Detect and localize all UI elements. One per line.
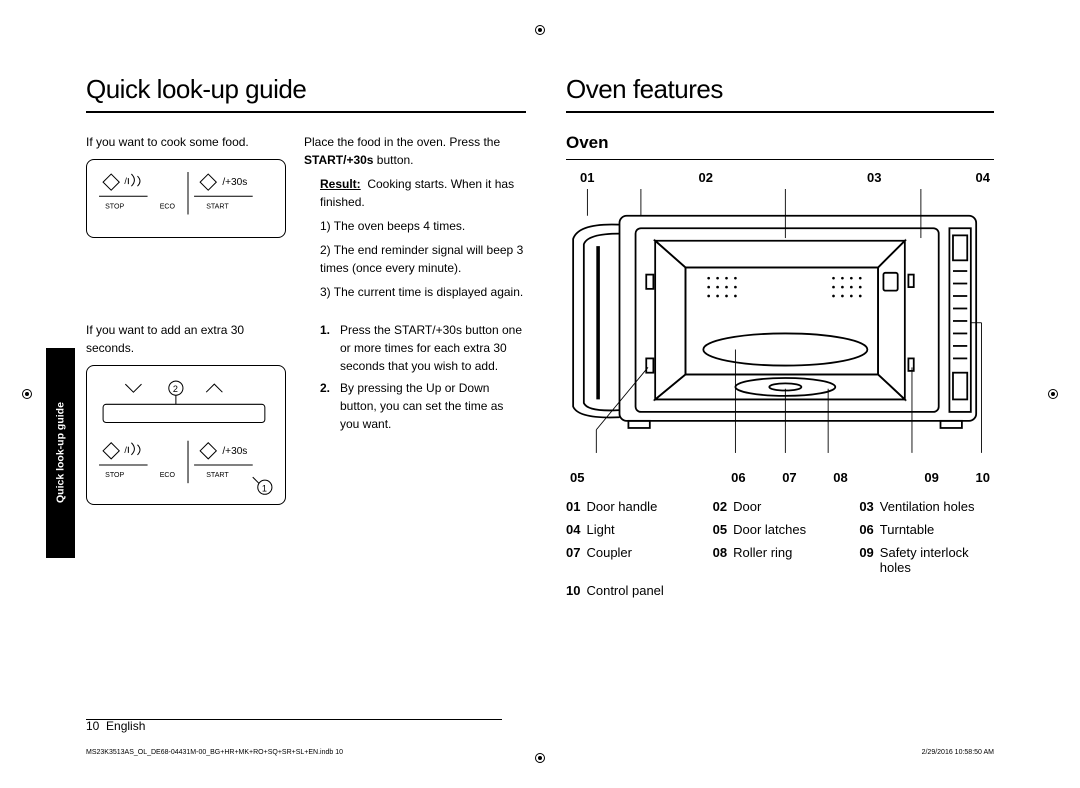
svg-text:STOP: STOP	[105, 203, 124, 210]
legend-item: 01Door handle	[566, 499, 701, 514]
step-2: 2.By pressing the Up or Down button, you…	[320, 379, 526, 433]
svg-text:ECO: ECO	[160, 472, 176, 479]
legend-item: 07Coupler	[566, 545, 701, 575]
svg-text:ECO: ECO	[160, 203, 176, 210]
divider	[566, 159, 994, 160]
control-panel-diagram-1: / STOP ECO /+30s START	[86, 159, 286, 238]
registration-mark	[535, 753, 545, 763]
footer-page: 10 English	[86, 719, 145, 733]
bottom-callouts: 05 06 07 08 09 10	[566, 462, 994, 485]
side-tab: Quick look-up guide	[46, 348, 75, 558]
callout-03: 03	[867, 170, 881, 185]
registration-mark	[22, 389, 32, 399]
right-column: Oven features Oven 01 02 03 04	[566, 74, 994, 738]
callout-01: 01	[580, 170, 594, 185]
divider	[86, 111, 526, 113]
legend-item: 02Door	[713, 499, 848, 514]
page-content: Quick look-up guide If you want to cook …	[86, 74, 994, 738]
svg-text:/: /	[124, 176, 127, 186]
svg-text:1: 1	[262, 483, 267, 493]
legend-item: 04Light	[566, 522, 701, 537]
svg-text:START: START	[206, 203, 229, 210]
oven-diagram	[566, 189, 994, 457]
callout-08: 08	[833, 470, 847, 485]
callout-05: 05	[570, 470, 584, 485]
subheading-oven: Oven	[566, 133, 994, 153]
legend-item: 03Ventilation holes	[859, 499, 994, 514]
section2-intro: If you want to add an extra 30 seconds. …	[86, 321, 286, 505]
callout-07: 07	[782, 470, 796, 485]
legend-item: 08Roller ring	[713, 545, 848, 575]
legend-item: 10Control panel	[566, 583, 701, 598]
callout-09: 09	[924, 470, 938, 485]
heading-quick-look-up: Quick look-up guide	[86, 74, 526, 105]
legend-item: 09Safety interlock holes	[859, 545, 994, 575]
svg-text:STOP: STOP	[105, 472, 124, 479]
callout-10: 10	[975, 470, 989, 485]
svg-text:START: START	[206, 472, 229, 479]
legend-item: 05Door latches	[713, 522, 848, 537]
footer-timestamp: 2/29/2016 10:58:50 AM	[922, 749, 994, 756]
section2-instructions: 1.Press the START/+30s button one or mor…	[304, 321, 526, 505]
section1-intro: If you want to cook some food. / STOP EC…	[86, 133, 286, 307]
registration-mark	[535, 25, 545, 35]
legend-item: 06Turntable	[859, 522, 994, 537]
heading-oven-features: Oven features	[566, 74, 994, 105]
parts-legend: 01Door handle 02Door 03Ventilation holes…	[566, 499, 994, 598]
registration-mark	[1048, 389, 1058, 399]
divider	[566, 111, 994, 113]
svg-text:/: /	[124, 445, 127, 455]
svg-text:/+30s: /+30s	[222, 177, 247, 188]
svg-text:/+30s: /+30s	[222, 446, 247, 457]
footer-rule	[86, 719, 502, 720]
callout-04: 04	[976, 170, 990, 185]
top-callouts: 01 02 03 04	[566, 170, 994, 189]
section1-instructions: Place the food in the oven. Press the ST…	[304, 133, 526, 307]
callout-02: 02	[699, 170, 713, 185]
left-column: Quick look-up guide If you want to cook …	[86, 74, 526, 738]
control-panel-diagram-2: 2 / STOP ECO /+30s	[86, 365, 286, 505]
svg-text:2: 2	[173, 384, 178, 394]
step-1: 1.Press the START/+30s button one or mor…	[320, 321, 526, 375]
footer-indd: MS23K3513AS_OL_DE68-04431M-00_BG+HR+MK+R…	[86, 749, 343, 756]
callout-06: 06	[731, 470, 745, 485]
